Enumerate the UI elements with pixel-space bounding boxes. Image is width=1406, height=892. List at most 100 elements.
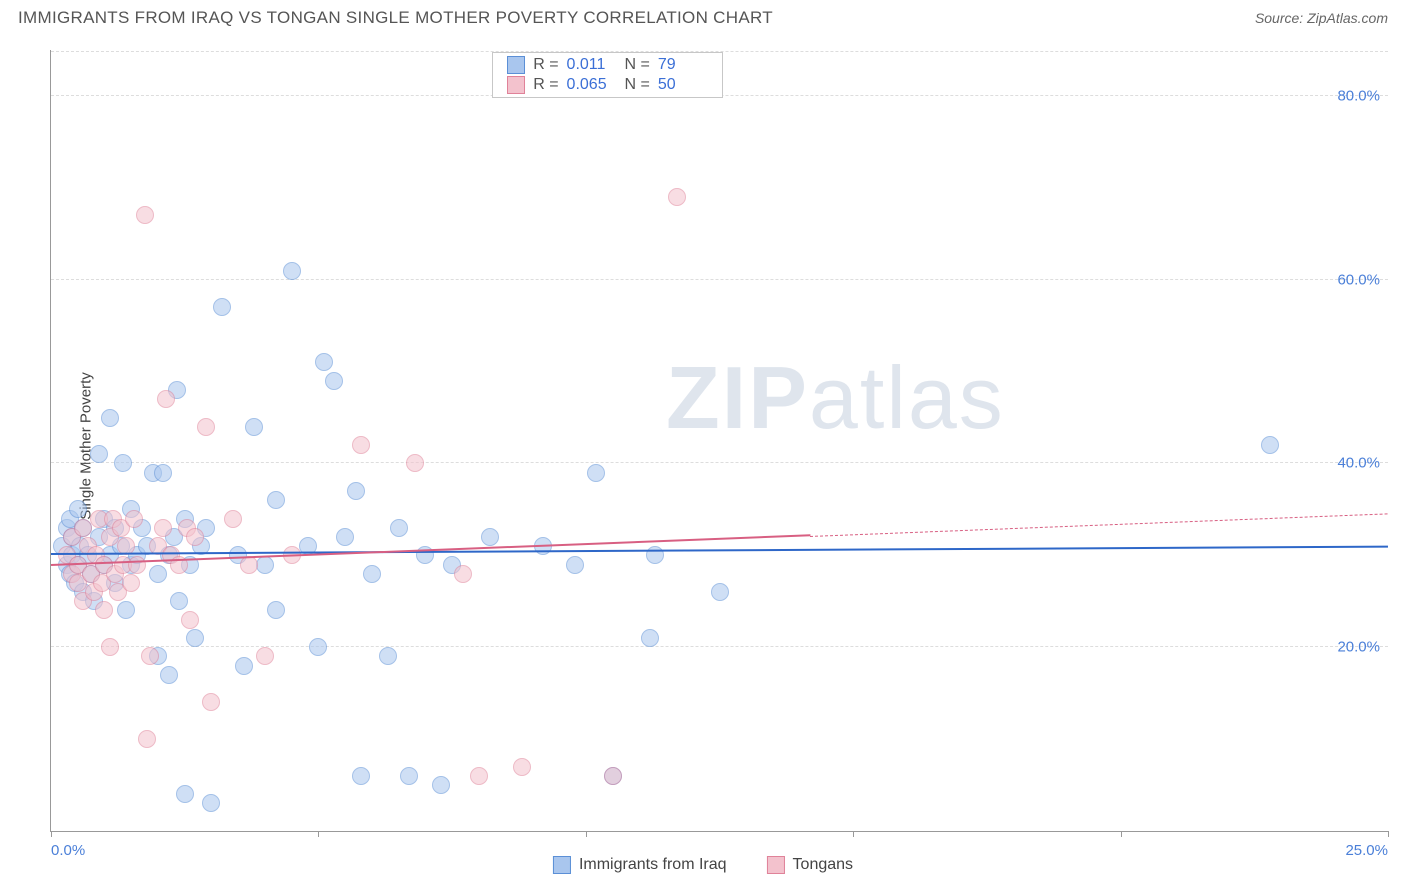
legend-swatch — [507, 56, 525, 74]
data-point — [315, 353, 333, 371]
trend-line-extrapolated — [810, 513, 1388, 537]
x-tick-label: 0.0% — [51, 842, 85, 859]
correlation-legend-row: R = 0.011N = 79 — [493, 55, 722, 75]
stat-r-value: 0.065 — [567, 76, 617, 94]
data-point — [470, 767, 488, 785]
legend-bottom: Immigrants from Iraq Tongans — [553, 856, 853, 874]
data-point — [566, 556, 584, 574]
data-point — [711, 583, 729, 601]
y-tick-label: 20.0% — [1337, 639, 1380, 656]
data-point — [256, 556, 274, 574]
data-point — [325, 372, 343, 390]
watermark-rest: atlas — [809, 348, 1005, 447]
data-point — [668, 188, 686, 206]
data-point — [181, 611, 199, 629]
data-point — [267, 601, 285, 619]
data-point — [90, 445, 108, 463]
y-tick-label: 40.0% — [1337, 455, 1380, 472]
chart-header: IMMIGRANTS FROM IRAQ VS TONGAN SINGLE MO… — [0, 0, 1406, 32]
data-point — [352, 767, 370, 785]
x-tick-label: 25.0% — [1345, 842, 1388, 859]
stat-n-value: 50 — [658, 76, 708, 94]
legend-swatch-a — [553, 856, 571, 874]
source-value: ZipAtlas.com — [1307, 10, 1388, 26]
stat-n-label: N = — [625, 76, 650, 94]
data-point — [432, 776, 450, 794]
y-tick-label: 60.0% — [1337, 271, 1380, 288]
data-point — [128, 556, 146, 574]
x-tick — [1388, 831, 1389, 837]
x-tick — [853, 831, 854, 837]
data-point — [1261, 436, 1279, 454]
data-point — [122, 574, 140, 592]
stat-r-label: R = — [533, 76, 558, 94]
data-point — [379, 647, 397, 665]
data-point — [336, 528, 354, 546]
watermark: ZIPatlas — [666, 347, 1005, 449]
data-point — [400, 767, 418, 785]
data-point — [141, 647, 159, 665]
source-label: Source: — [1255, 10, 1307, 26]
legend-label-b: Tongans — [793, 856, 854, 874]
data-point — [224, 510, 242, 528]
data-point — [604, 767, 622, 785]
data-point — [267, 491, 285, 509]
data-point — [406, 454, 424, 472]
data-point — [390, 519, 408, 537]
x-tick — [586, 831, 587, 837]
watermark-bold: ZIP — [666, 348, 809, 447]
legend-swatch-b — [767, 856, 785, 874]
stat-n-value: 79 — [658, 56, 708, 74]
data-point — [101, 638, 119, 656]
data-point — [154, 464, 172, 482]
data-point — [256, 647, 274, 665]
data-point — [101, 409, 119, 427]
gridline — [51, 462, 1388, 463]
legend-item-series-a: Immigrants from Iraq — [553, 856, 727, 874]
gridline — [51, 646, 1388, 647]
data-point — [95, 601, 113, 619]
trend-line — [51, 546, 1388, 555]
data-point — [160, 666, 178, 684]
data-point — [74, 519, 92, 537]
data-point — [69, 500, 87, 518]
data-point — [186, 629, 204, 647]
data-point — [235, 657, 253, 675]
data-point — [149, 565, 167, 583]
x-tick — [318, 831, 319, 837]
data-point — [136, 206, 154, 224]
source-citation: Source: ZipAtlas.com — [1255, 10, 1388, 26]
data-point — [352, 436, 370, 454]
data-point — [117, 601, 135, 619]
legend-swatch — [507, 76, 525, 94]
correlation-legend: R = 0.011N = 79R = 0.065 N = 50 — [492, 52, 723, 98]
data-point — [138, 730, 156, 748]
data-point — [245, 418, 263, 436]
data-point — [513, 758, 531, 776]
data-point — [481, 528, 499, 546]
x-tick — [1121, 831, 1122, 837]
scatter-chart: ZIPatlas 20.0%40.0%60.0%80.0%0.0%25.0%R … — [50, 50, 1388, 832]
gridline — [51, 279, 1388, 280]
data-point — [186, 528, 204, 546]
data-point — [114, 454, 132, 472]
x-tick — [51, 831, 52, 837]
stat-r-label: R = — [533, 56, 558, 74]
data-point — [641, 629, 659, 647]
data-point — [283, 262, 301, 280]
legend-item-series-b: Tongans — [767, 856, 854, 874]
data-point — [176, 785, 194, 803]
data-point — [309, 638, 327, 656]
y-tick-label: 80.0% — [1337, 87, 1380, 104]
correlation-legend-row: R = 0.065 N = 50 — [493, 75, 722, 95]
data-point — [157, 390, 175, 408]
chart-title: IMMIGRANTS FROM IRAQ VS TONGAN SINGLE MO… — [18, 8, 773, 28]
data-point — [154, 519, 172, 537]
data-point — [202, 693, 220, 711]
data-point — [170, 592, 188, 610]
data-point — [454, 565, 472, 583]
stat-n-label: N = — [625, 56, 650, 74]
data-point — [202, 794, 220, 812]
data-point — [213, 298, 231, 316]
data-point — [347, 482, 365, 500]
